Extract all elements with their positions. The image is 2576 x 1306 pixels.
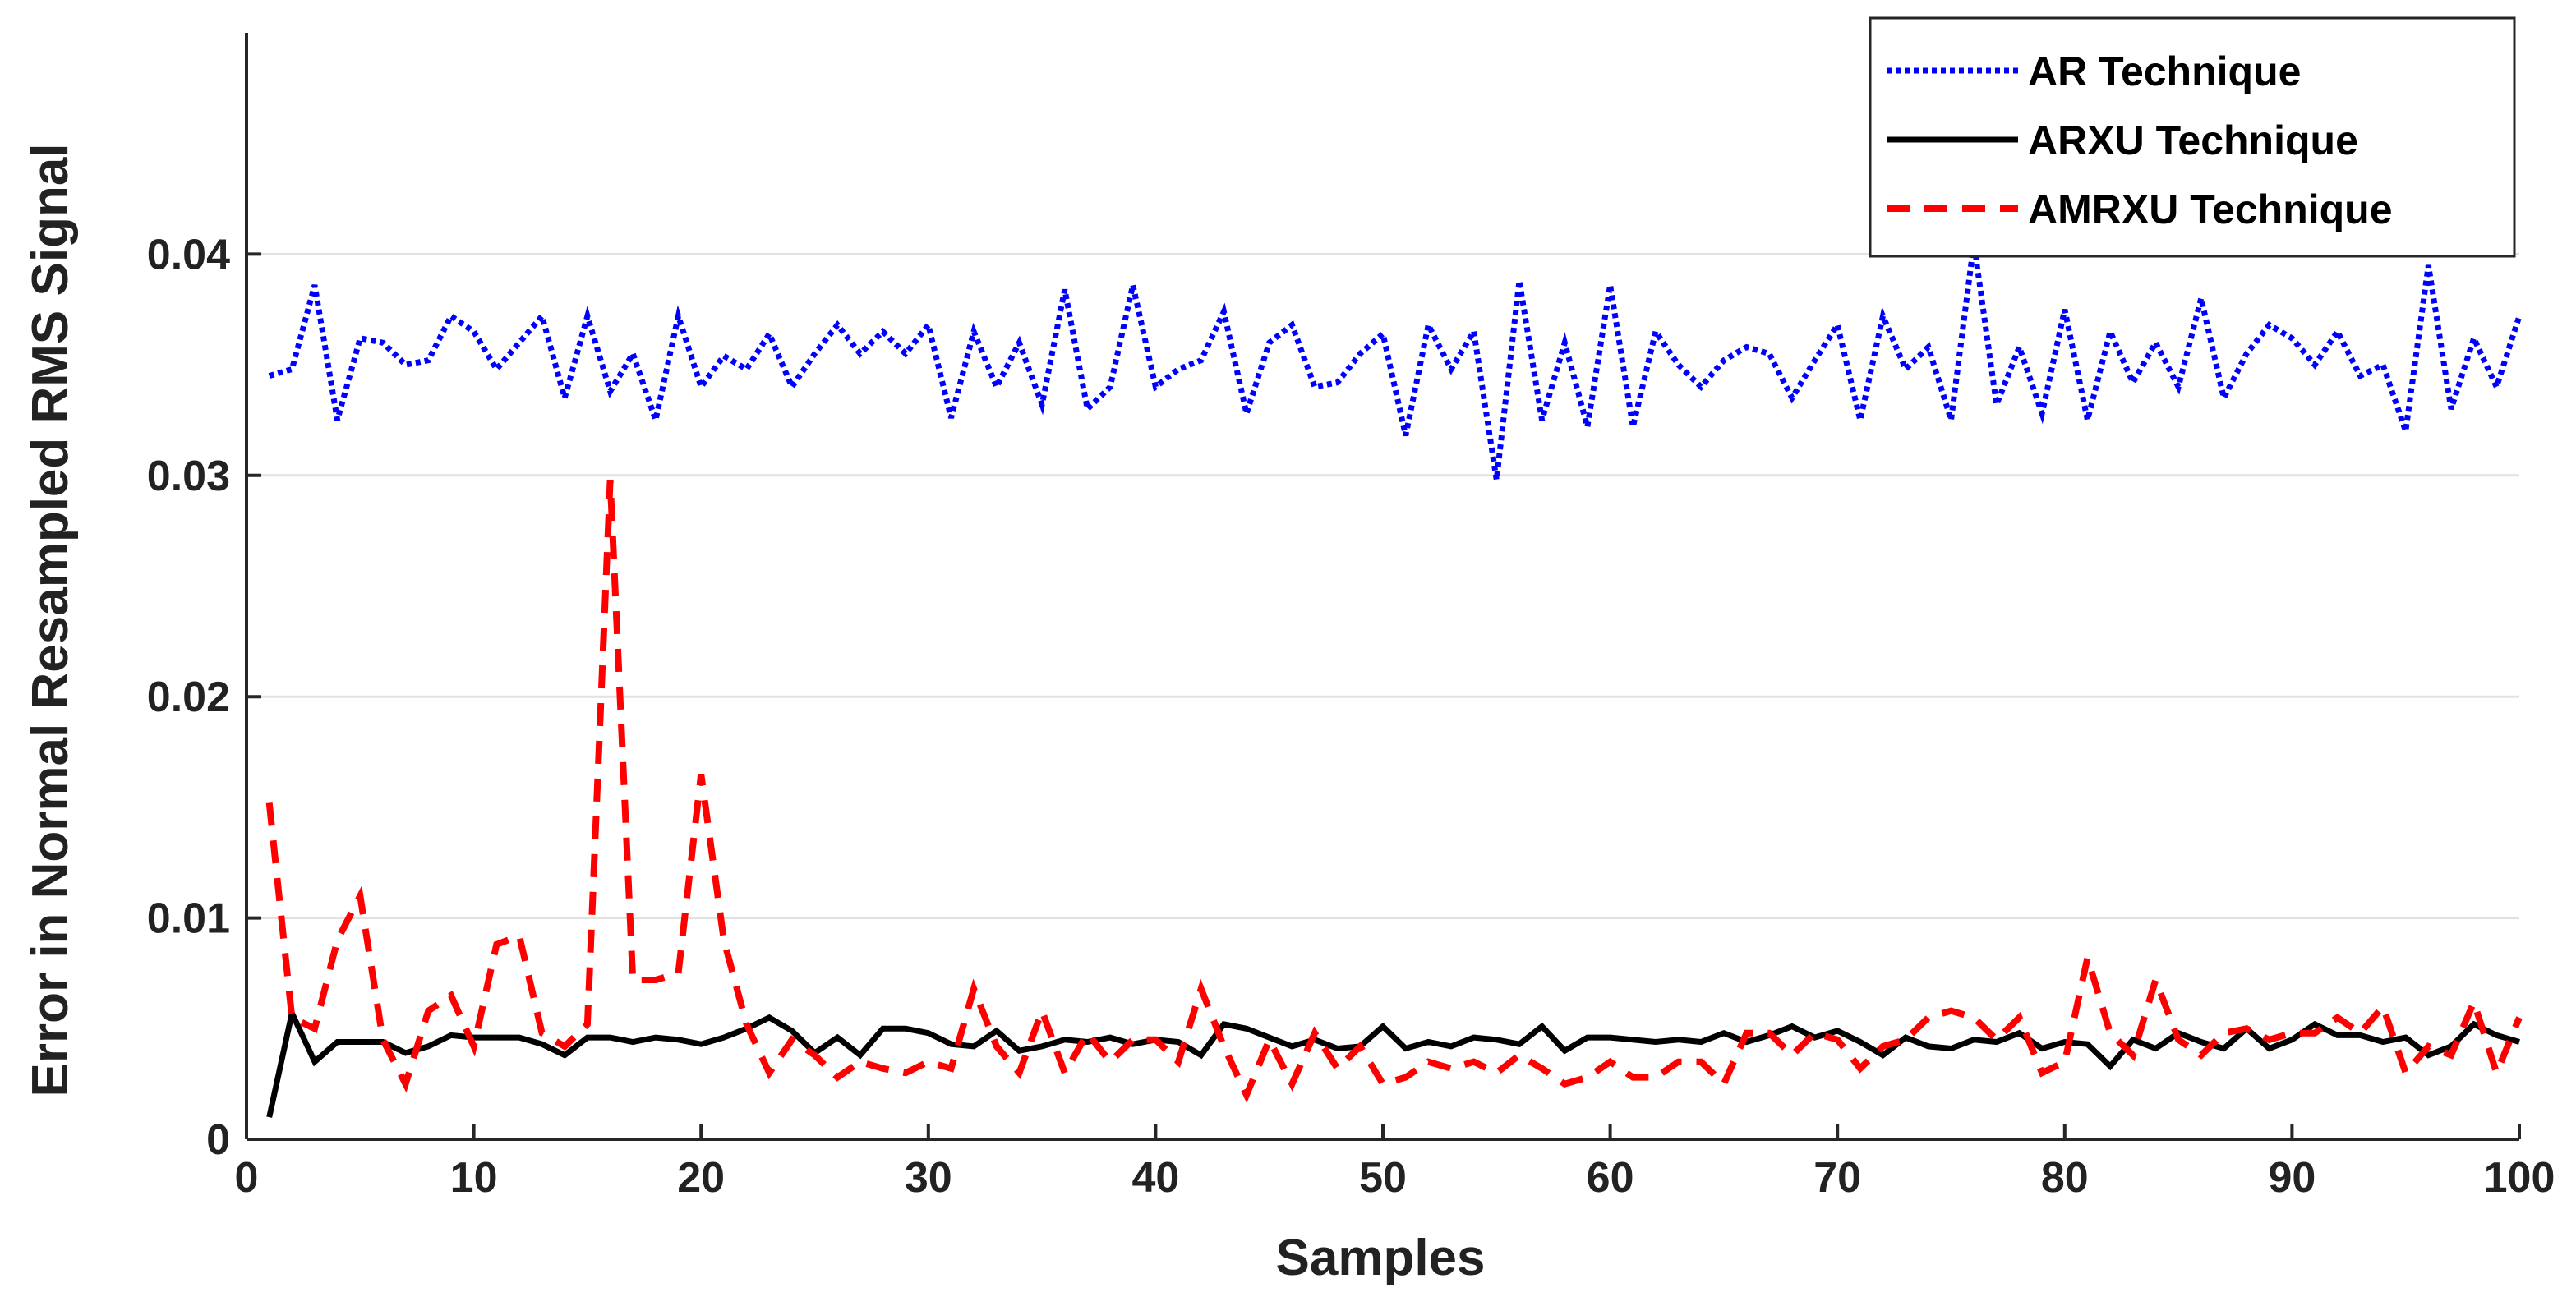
series-line-arxu-technique <box>266 1004 2520 1118</box>
series-layer <box>265 242 2523 1118</box>
axes <box>245 33 2521 1141</box>
y-axis-label: Error in Normal Resampled RMS Signal <box>22 143 79 1097</box>
x-tick-label: 60 <box>1587 1154 1634 1202</box>
y-tick-label: 0.03 <box>147 453 230 500</box>
legend-label: ARXU Technique <box>2028 117 2358 163</box>
x-tick-label: 50 <box>1359 1154 1407 1202</box>
y-tick-label: 0.04 <box>147 231 230 278</box>
legend: AR Technique ARXU Technique AMRXU Techniqu… <box>1869 16 2516 258</box>
x-tick-label: 0 <box>235 1154 259 1202</box>
series-line-ar-technique <box>268 242 2523 481</box>
y-tick-label: 0.01 <box>147 895 230 943</box>
x-tick-label: 90 <box>2268 1154 2316 1202</box>
x-tick-label: 20 <box>677 1154 725 1202</box>
y-tick-label: 0.02 <box>147 674 230 721</box>
legend-label: AR Technique <box>2028 48 2301 94</box>
x-tick-label: 70 <box>1813 1154 1861 1202</box>
series-line-amrxu-technique <box>265 480 2523 1104</box>
x-tick-label: 10 <box>450 1154 498 1202</box>
x-tick-label: 40 <box>1131 1154 1179 1202</box>
legend-label: AMRXU Technique <box>2028 186 2393 232</box>
x-axis-label: Samples <box>1275 1230 1485 1286</box>
y-tick-label: 0 <box>206 1116 230 1164</box>
x-tick-label: 80 <box>2041 1154 2089 1202</box>
x-tick-label: 100 <box>2484 1154 2555 1202</box>
tick-labels: 0 10 20 30 40 50 60 70 80 90 100 0 0.01 0.02 0.03 0.04 <box>147 231 2555 1202</box>
x-tick-label: 30 <box>905 1154 952 1202</box>
grid-lines <box>247 252 2519 920</box>
